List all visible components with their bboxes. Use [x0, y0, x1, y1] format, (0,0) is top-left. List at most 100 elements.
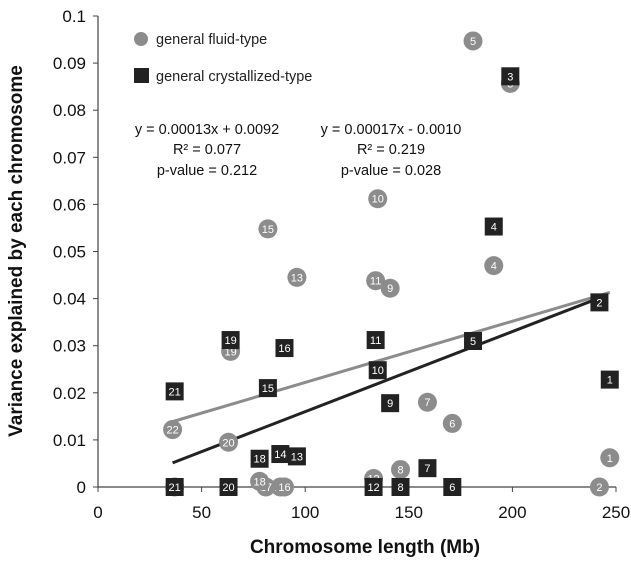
point-marker-circle — [442, 413, 462, 433]
fluid-point-10: 10 — [368, 189, 388, 209]
legend-label-fluid: general fluid-type — [156, 32, 267, 48]
point-label: 9 — [387, 283, 393, 295]
legend: general fluid-type general crystallized-… — [134, 32, 312, 85]
legend-label-crystallized: general crystallized-type — [156, 69, 312, 85]
crystallized-trend-line — [172, 296, 600, 465]
fluid-point-20: 20 — [219, 432, 239, 452]
x-tick-label: 250 — [602, 503, 630, 522]
fluid-point-8: 8 — [391, 460, 411, 480]
point-label: 5 — [470, 336, 476, 348]
y-tick-label: 0.02 — [53, 384, 86, 403]
y-tick-label: 0.06 — [53, 195, 86, 214]
point-label: 2 — [596, 297, 602, 309]
crystallized-point-5: 5 — [464, 331, 483, 350]
fluid-equation: y = 0.00013x + 0.0092 — [135, 122, 279, 138]
point-marker-square — [418, 459, 437, 478]
point-marker-circle — [366, 271, 386, 291]
point-marker-square — [165, 382, 184, 401]
crystallized-point-13: 13 — [287, 447, 306, 466]
crystallized-point-18: 18 — [250, 449, 269, 468]
point-label: 2 — [596, 482, 602, 494]
point-label: 13 — [291, 451, 303, 463]
point-label: 6 — [449, 482, 455, 494]
point-marker-square — [250, 449, 269, 468]
point-label: 5 — [470, 36, 476, 48]
y-tick-label: 0.08 — [53, 101, 86, 120]
y-tick-label: 0 — [77, 478, 86, 497]
point-label: 9 — [387, 398, 393, 410]
point-label: 18 — [253, 454, 265, 466]
fluid-point-2: 2 — [589, 477, 609, 497]
point-label: 8 — [397, 465, 403, 477]
point-label: 10 — [372, 365, 384, 377]
crystallized-point-20: 20 — [219, 478, 238, 496]
fluid-trend-line — [172, 290, 611, 424]
point-marker-circle — [219, 432, 239, 452]
point-marker-square — [221, 331, 240, 350]
point-marker-circle — [417, 392, 437, 412]
point-label: 13 — [291, 272, 303, 284]
x-tick-label: 0 — [93, 503, 102, 522]
crystallized-point-14: 14 — [271, 445, 290, 464]
crystallized-pvalue: p-value = 0.028 — [341, 163, 441, 179]
point-label: 21 — [169, 386, 181, 398]
point-marker-square — [219, 478, 238, 496]
fluid-r2: R² = 0.077 — [173, 142, 241, 158]
fluid-point-11: 11 — [366, 271, 386, 291]
crystallized-point-9: 9 — [381, 394, 400, 413]
point-marker-circle — [258, 219, 278, 239]
fluid-pvalue: p-value = 0.212 — [157, 163, 257, 179]
crystallized-point-4: 4 — [484, 217, 503, 236]
point-marker-circle — [274, 477, 294, 497]
point-label: 3 — [507, 71, 513, 83]
point-label: 14 — [274, 449, 286, 461]
fluid-point-13: 13 — [287, 267, 307, 287]
point-label: 4 — [491, 261, 497, 273]
legend-circle-marker — [134, 32, 148, 46]
point-marker-circle — [250, 471, 270, 491]
point-label: 19 — [224, 335, 236, 347]
crystallized-point-19: 19 — [221, 331, 240, 350]
point-marker-circle — [287, 267, 307, 287]
point-label: 7 — [424, 397, 430, 409]
point-label: 22 — [166, 425, 178, 437]
point-label: 21 — [169, 482, 181, 494]
point-label: 20 — [222, 482, 234, 494]
fluid-point-5: 5 — [463, 31, 483, 51]
fluid-point-9: 9 — [380, 278, 400, 298]
point-marker-circle — [380, 278, 400, 298]
crystallized-point-7: 7 — [418, 459, 437, 478]
point-label: 16 — [278, 343, 290, 355]
crystallized-point-21: 21 — [165, 382, 184, 401]
point-marker-square — [258, 379, 277, 398]
x-tick-label: 150 — [395, 503, 423, 522]
point-label: 1 — [607, 375, 613, 387]
point-marker-square — [600, 370, 619, 389]
point-marker-square — [366, 331, 385, 350]
point-marker-square — [165, 478, 184, 496]
x-tick-label: 50 — [192, 503, 211, 522]
point-label: 15 — [262, 224, 274, 236]
point-marker-square — [391, 478, 410, 496]
point-label: 15 — [262, 383, 274, 395]
point-label: 12 — [367, 482, 379, 494]
y-tick-label: 0.03 — [53, 337, 86, 356]
point-marker-square — [443, 478, 462, 496]
fluid-point-22: 22 — [163, 420, 183, 440]
point-marker-square — [464, 331, 483, 350]
axes: 0 50 100 150 200 250 0 0.01 0.02 0.03 0.04 0.05 0.06… — [53, 7, 630, 522]
x-tick-label: 100 — [291, 503, 319, 522]
x-axis-title: Chromosome length (Mb) — [250, 537, 480, 558]
point-marker-square — [484, 217, 503, 236]
point-marker-square — [590, 293, 609, 312]
point-label: 20 — [222, 437, 234, 449]
fluid-point-15: 15 — [258, 219, 278, 239]
point-marker-circle — [589, 477, 609, 497]
crystallized-point-12: 12 — [364, 478, 383, 496]
fluid-point-16: 16 — [274, 477, 294, 497]
fluid-point-4: 4 — [484, 256, 504, 276]
point-marker-circle — [391, 460, 411, 480]
point-label: 4 — [491, 222, 497, 234]
point-label: 18 — [253, 476, 265, 488]
point-marker-circle — [484, 256, 504, 276]
